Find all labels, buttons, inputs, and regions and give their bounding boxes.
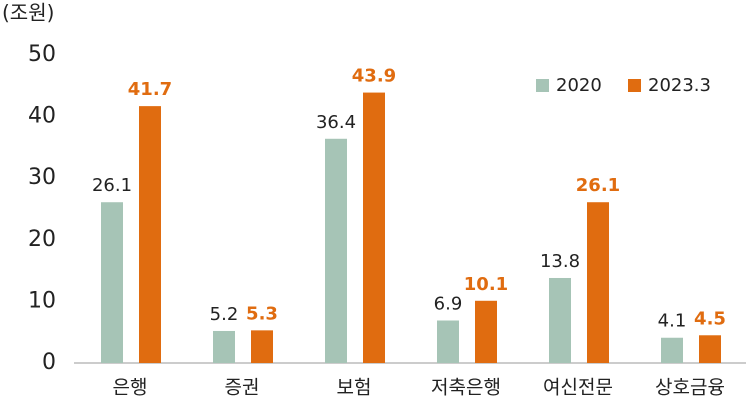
value-label: 13.8 [540,251,580,272]
unit-label: (조원) [2,1,54,25]
value-label: 36.4 [316,112,356,133]
value-label: 26.1 [576,175,620,196]
x-tick-label: 저축은행 [431,377,501,399]
value-label: 5.3 [246,303,278,324]
value-label: 26.1 [92,175,132,196]
y-tick-label: 10 [28,288,56,313]
bar [437,320,459,363]
value-label: 43.9 [352,66,396,87]
value-label: 10.1 [464,274,508,295]
x-tick-label: 보험 [337,377,372,399]
x-tick-label: 여신전문 [543,377,613,399]
y-tick-label: 50 [28,42,56,67]
bar [587,202,609,363]
bar [475,300,497,363]
bar [139,106,161,364]
legend-swatch [628,79,641,92]
y-tick-label: 20 [28,227,56,252]
bar [549,277,571,363]
bar [699,335,721,363]
y-tick-label: 0 [42,350,56,375]
value-label: 5.2 [210,304,239,325]
x-tick-label: 은행 [113,377,148,399]
legend-label: 2023.3 [648,75,711,96]
legend-swatch [536,79,549,92]
value-label: 41.7 [128,79,172,100]
bar [251,330,273,363]
x-tick-label: 증권 [225,377,260,399]
y-tick-label: 40 [28,104,56,129]
bar [363,92,385,364]
bar [325,138,347,363]
value-label: 4.5 [694,308,726,329]
legend-label: 2020 [556,75,602,96]
x-tick-label: 상호금융 [655,377,725,399]
value-label: 6.9 [434,293,463,314]
value-label: 4.1 [658,311,687,332]
bar [101,202,123,363]
y-tick-label: 30 [28,165,56,190]
bar [213,330,235,363]
bar [661,337,683,363]
